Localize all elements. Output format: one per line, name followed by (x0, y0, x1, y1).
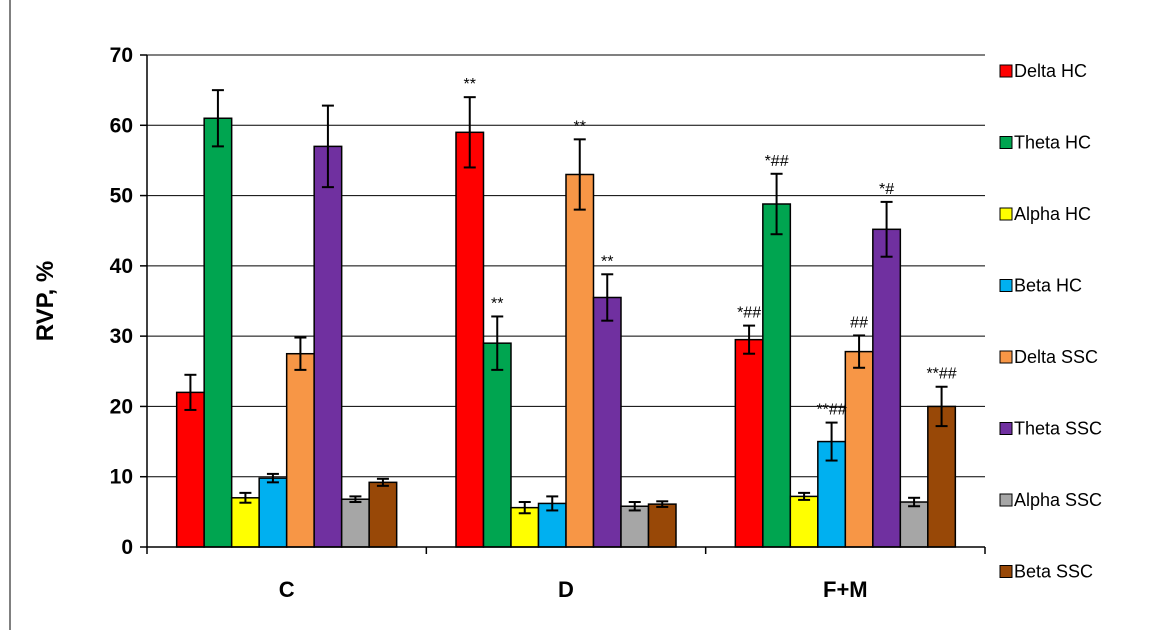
legend-swatch (999, 422, 1013, 435)
bar (592, 296, 622, 548)
bar (230, 497, 260, 548)
bar (734, 338, 764, 548)
significance-label: **## (816, 402, 846, 419)
legend-label: Beta SSC (1014, 562, 1093, 582)
legend-swatch (999, 565, 1013, 578)
bar (620, 505, 650, 548)
legend-swatch (999, 64, 1013, 78)
y-tick-label: 70 (110, 44, 133, 67)
x-axis-categories: C D F+M (279, 577, 868, 602)
y-tick-label: 40 (110, 255, 133, 278)
bar (647, 503, 677, 548)
bar (789, 495, 819, 548)
legend-label: Alpha HC (1014, 204, 1091, 224)
bar (899, 501, 929, 548)
y-axis-ticks: 0 10 20 30 40 50 60 70 (110, 44, 147, 559)
bar (482, 342, 512, 548)
significance-label: ** (464, 76, 476, 93)
significance-label: *# (879, 181, 894, 198)
y-tick-label: 10 (110, 466, 133, 489)
legend-label: Beta HC (1014, 276, 1082, 296)
bar (313, 145, 343, 548)
bars (175, 117, 957, 548)
legend-label: Delta SSC (1014, 347, 1098, 367)
bar (872, 228, 902, 548)
bar (927, 405, 957, 548)
error-bars (184, 89, 948, 515)
x-category-label: C (279, 577, 295, 602)
bar (258, 477, 288, 548)
bar (175, 391, 205, 548)
legend-swatch (999, 350, 1013, 364)
significance-label: *## (737, 305, 761, 322)
bar (285, 352, 315, 548)
significance-label: ** (574, 118, 586, 135)
legend-swatch (999, 493, 1013, 507)
x-category-label: F+M (823, 577, 868, 602)
legend-label: Alpha SSC (1014, 490, 1102, 510)
significance-label: ** (601, 253, 613, 270)
bar (762, 203, 792, 548)
bar (455, 131, 485, 548)
legend: Delta HC Theta HC Alpha HC Beta HC Delta SSC… (999, 61, 1102, 582)
legend-swatch (999, 279, 1013, 292)
y-axis-title: RVP, % (32, 261, 59, 342)
legend-swatch (999, 207, 1013, 221)
y-tick-label: 20 (110, 395, 133, 418)
significance-label: ## (850, 314, 868, 331)
bar (340, 498, 370, 548)
legend-label: Theta HC (1014, 133, 1091, 153)
legend-swatch (999, 136, 1013, 149)
significance-label: **## (926, 366, 956, 383)
legend-label: Theta SSC (1014, 419, 1102, 439)
y-tick-label: 50 (110, 185, 133, 208)
bar (565, 173, 595, 548)
bar (368, 481, 398, 548)
bar (844, 350, 874, 548)
legend-label: Delta HC (1014, 61, 1087, 81)
significance-label: *## (765, 153, 789, 170)
axes (146, 55, 986, 554)
x-category-label: D (558, 577, 574, 602)
y-tick-label: 0 (121, 536, 133, 559)
significance-label: ** (491, 295, 503, 312)
y-tick-label: 60 (110, 114, 133, 137)
bar (203, 117, 233, 548)
y-tick-label: 30 (110, 325, 133, 348)
significance-annotations: ***##***##**##**##***#**## (464, 76, 957, 418)
